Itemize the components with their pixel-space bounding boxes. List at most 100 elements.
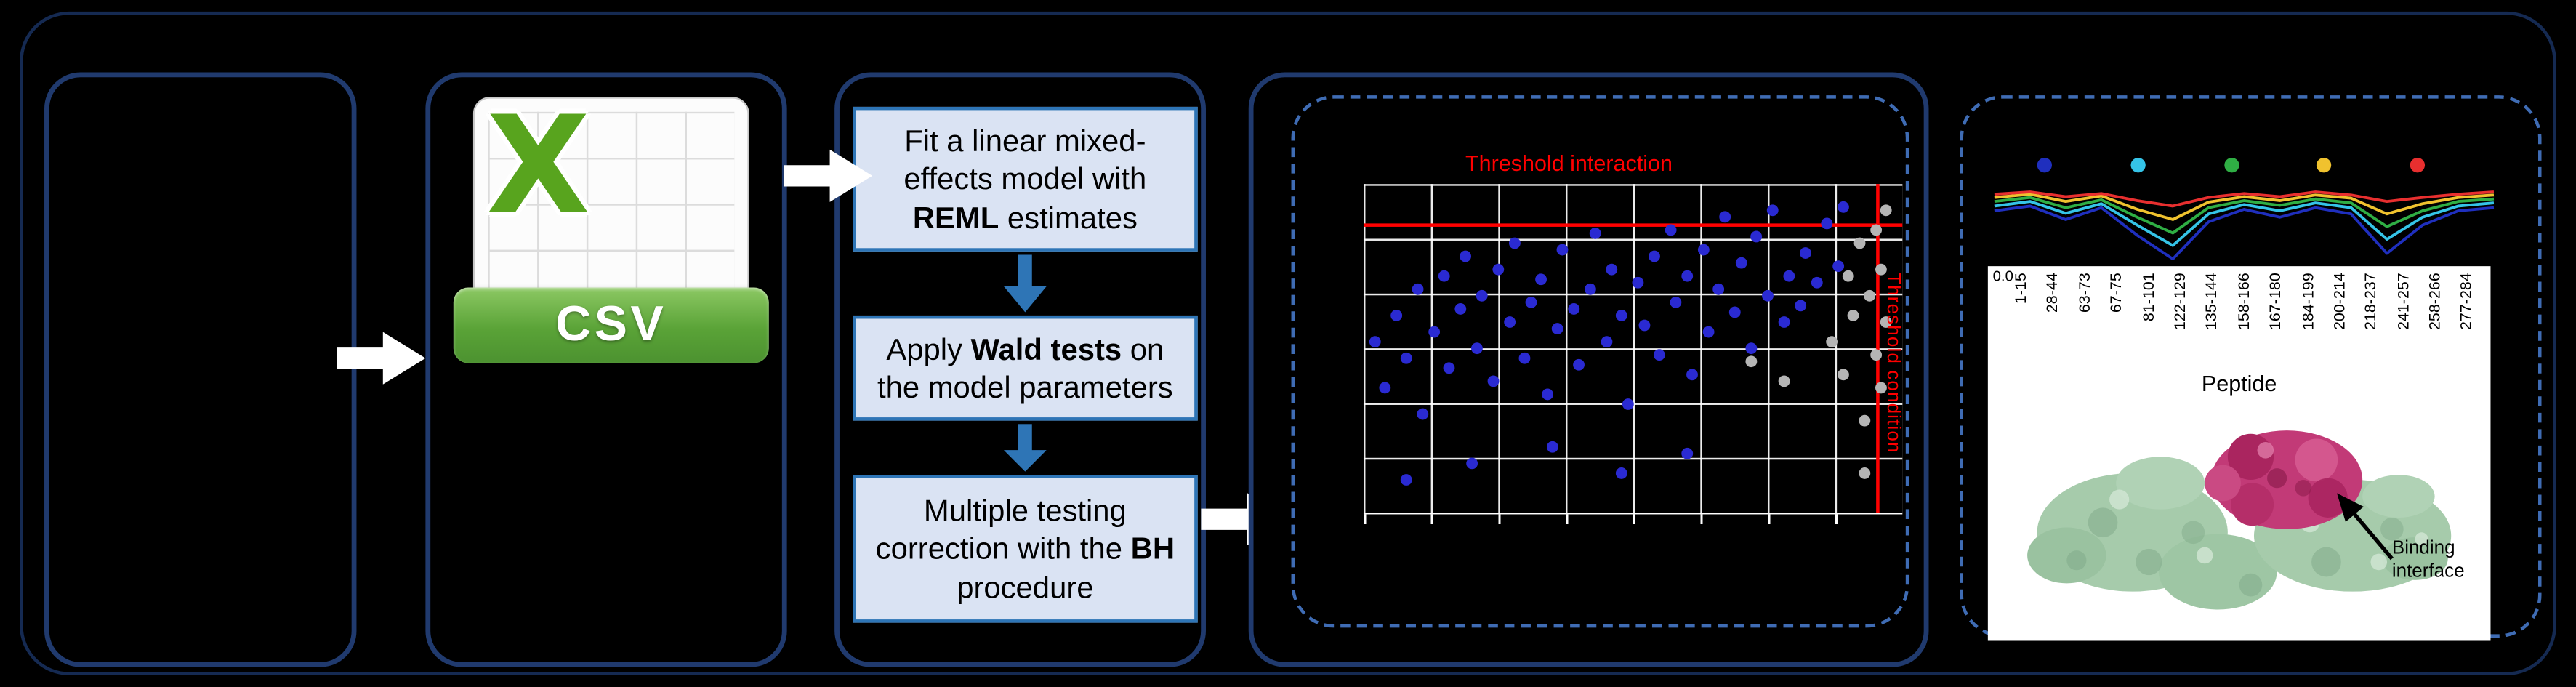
step-text: Fit a linear mixed-effects model with [903,123,1147,196]
scatter-point-blue [1535,273,1547,286]
excel-x-icon: X [486,89,590,245]
scatter-point-grey [1880,316,1892,328]
csv-banner: CSV [453,287,769,363]
step-text: estimates [999,199,1138,235]
peptide-tick-label: 63-73 [2076,273,2095,313]
scatter-point-blue [1697,244,1709,256]
step-text: Apply [886,331,971,366]
scatter-point-blue [1649,250,1661,262]
scatter-point-blue [1821,217,1833,230]
threshold-line-horizontal [1363,223,1903,228]
scatter-point-blue [1470,342,1483,355]
scatter-dashed-frame [1291,95,1909,628]
outer-frame [20,11,2556,675]
scatter-point-grey [1853,237,1865,249]
step-fit-model: Fit a linear mixed-effects model with RE… [853,106,1198,252]
scatter-point-blue [1670,296,1682,308]
scatter-point-blue [1794,300,1806,312]
step-bh-correction: Multiple testing correction with the BH … [853,475,1198,623]
peptide-tick-label: 258-266 [2426,273,2445,331]
scatter-point-blue [1444,362,1456,374]
threshold-condition-label: Threshold condition [1883,273,1903,454]
scatter-point-blue [1401,352,1413,364]
step-text-bold: BH [1130,531,1175,566]
panel-statistical-model: Fit a linear mixed-effects model with RE… [834,72,1206,667]
scatter-point-blue [1546,441,1558,453]
scatter-point-blue [1751,230,1763,243]
scatter-point-grey [1745,355,1758,368]
scatter-point-blue [1557,244,1569,256]
profile-line-cyan [1994,200,2495,247]
scatter-point-grey [1864,289,1876,302]
scatter-point-grey [1827,336,1838,348]
profile-line-green [1994,196,2495,235]
scatter-point-blue [1767,204,1779,217]
scatter-point-blue [1379,382,1391,394]
scatter-point-blue [1633,276,1644,289]
scatter-point-blue [1762,289,1774,302]
scatter-point-blue [1606,263,1617,276]
scatter-point-grey [1848,310,1860,321]
step-wald-tests-text: Apply Wald tests on the model parameters [866,330,1184,406]
scatter-point-blue [1729,306,1742,318]
scatter-point-grey [1869,224,1882,236]
scatter-point-blue [1417,408,1429,420]
profile-line-red [1994,190,2495,208]
scatter-point-blue [1465,457,1478,470]
scatter-point-blue [1622,398,1634,410]
scatter-point-blue [1584,283,1596,295]
epitope-region [2205,430,2363,529]
profile-line-navy [1994,204,2495,261]
scatter-point-blue [1368,336,1380,348]
down-arrow-icon [1003,424,1047,472]
scatter-point-blue [1778,316,1790,328]
scatter-point-blue [1837,201,1849,213]
scatter-point-blue [1832,260,1844,273]
scatter-point-blue [1718,211,1731,223]
peptide-tick-label: 241-257 [2394,273,2413,331]
legend-dots [2037,157,2426,173]
panel-csv: X CSV [425,72,787,667]
scatter-point-blue [1681,447,1693,459]
step-text: procedure [957,569,1094,604]
peptide-tick-label: 200-214 [2331,273,2349,331]
scatter-point-blue [1654,349,1666,361]
scatter-point-grey [1875,382,1887,394]
step-text: Multiple testing correction with the [875,493,1131,566]
scatter-point-blue [1486,375,1499,387]
scatter-point-grey [1859,414,1871,427]
scatter-point-blue [1476,289,1488,302]
scatter-point-blue [1702,326,1715,338]
scatter-point-grey [1837,369,1849,381]
scatter-point-grey [1859,467,1871,479]
scatter-point-blue [1665,224,1677,236]
scatter-point-grey [1778,375,1790,387]
legend-dot-icon [2130,157,2146,173]
legend-dot-icon [2410,157,2426,173]
scatter-point-blue [1438,270,1451,282]
peptide-tick-label: 135-144 [2203,273,2222,331]
threshold-interaction-label: Threshold interaction [1465,150,1673,176]
peptide-tick-label: 158-166 [2235,273,2254,331]
step-wald-tests: Apply Wald tests on the model parameters [853,315,1198,421]
profile-line-yellow [1994,193,2495,221]
scatter-point-blue [1745,342,1758,355]
scatter-point-grey [1880,204,1892,217]
scatter-point-blue [1616,467,1628,479]
binding-interface-label: Binding interface [2391,539,2465,582]
peptide-tick-label: 184-199 [2299,273,2318,331]
down-arrow-icon [1003,254,1047,313]
peptide-tick-label: 122-129 [2171,273,2190,331]
protein-structure [2027,430,2452,610]
scatter-point-blue [1428,326,1440,338]
legend-dot-icon [2037,157,2052,173]
scatter-point-blue [1616,310,1628,321]
peptide-tick-label: 277-284 [2458,273,2477,331]
scatter-point-blue [1401,474,1413,486]
scatter-point-blue [1600,336,1612,348]
scatter-point-blue [1492,263,1505,276]
epitope-figure: 0.0 1-15 28-44 63-73 67-75 81-101 122-129 135-… [1987,266,2491,641]
scatter-point-blue [1734,257,1747,269]
csv-banner-label: CSV [555,297,667,352]
scatter-point-blue [1568,303,1579,315]
